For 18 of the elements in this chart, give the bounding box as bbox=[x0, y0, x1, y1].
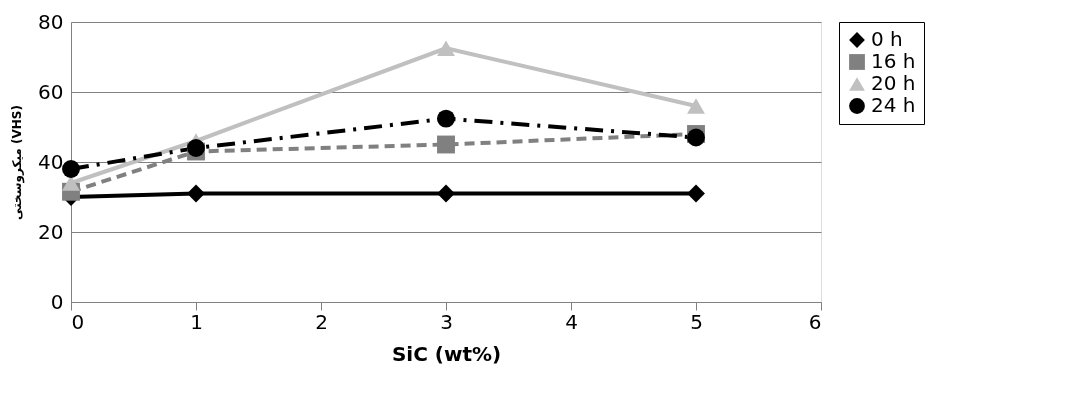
y-tick-label: 60 bbox=[38, 79, 64, 104]
y-tick-label: 80 bbox=[38, 9, 64, 34]
y-tick-label: 0 bbox=[50, 289, 64, 314]
legend-label: 20 h bbox=[871, 71, 916, 95]
x-tick-label: 2 bbox=[315, 309, 328, 334]
x-tick-label: 1 bbox=[190, 309, 203, 334]
legend-label: 24 h bbox=[871, 93, 916, 117]
x-tick-label: 0 bbox=[71, 309, 85, 334]
legend-label: 16 h bbox=[871, 49, 916, 73]
x-tick-label: 3 bbox=[440, 309, 453, 334]
y-axis-title: میکروسختی (VHS) bbox=[10, 105, 26, 220]
y-tick-label: 40 bbox=[38, 149, 64, 174]
y-tick-label: 20 bbox=[38, 219, 64, 244]
x-tick-label: 5 bbox=[690, 309, 703, 334]
legend-label: 0 h bbox=[871, 27, 903, 51]
x-tick-label: 4 bbox=[565, 309, 578, 334]
x-axis-title: SiC (wt%) bbox=[391, 341, 502, 366]
x-tick-label: 6 bbox=[808, 309, 822, 334]
